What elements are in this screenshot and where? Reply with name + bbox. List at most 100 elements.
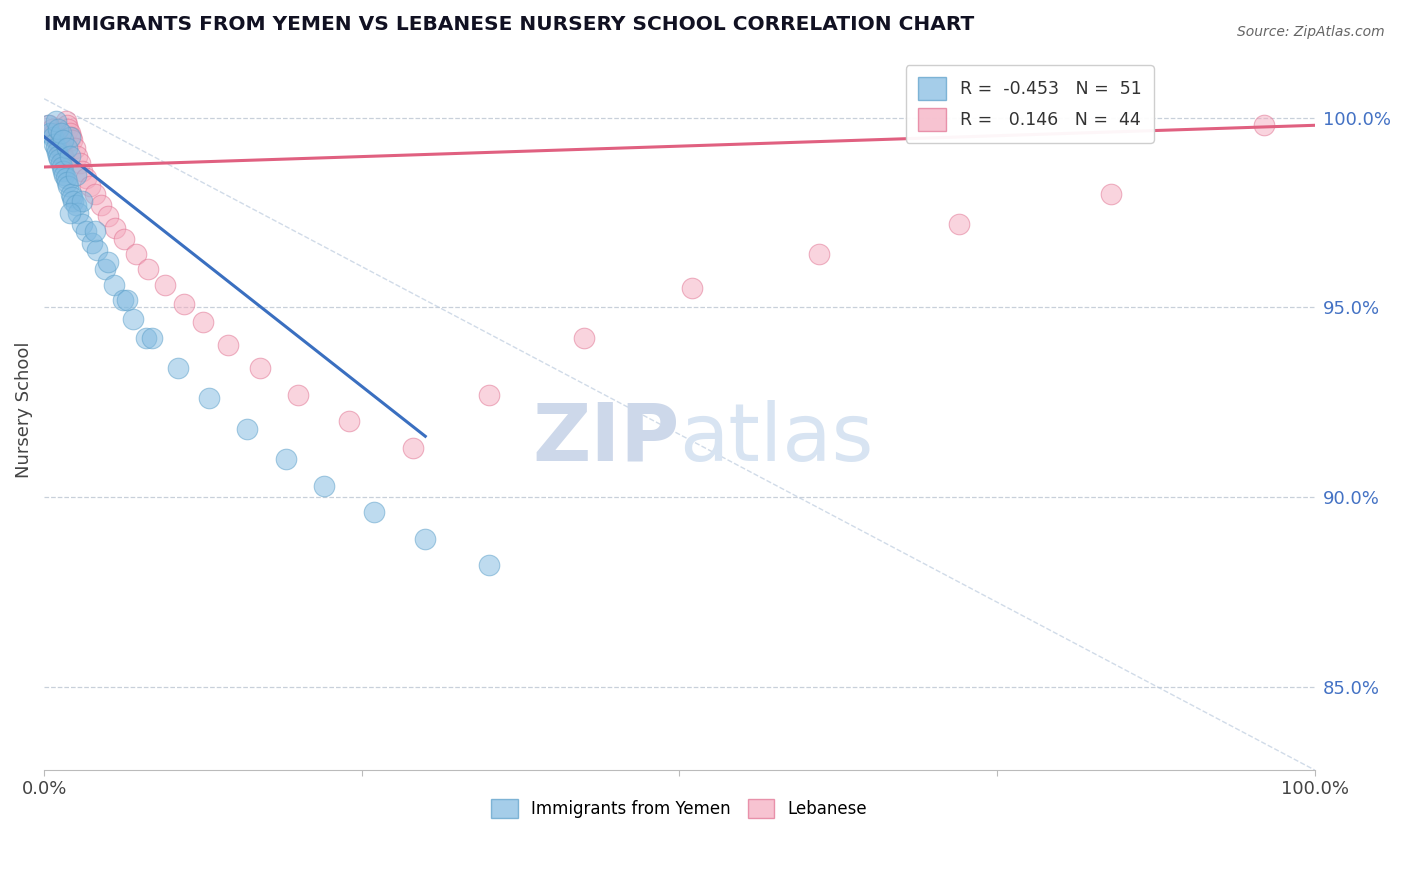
Legend: Immigrants from Yemen, Lebanese: Immigrants from Yemen, Lebanese bbox=[484, 790, 876, 827]
Point bbox=[90, 198, 112, 212]
Point bbox=[82, 235, 104, 250]
Y-axis label: Nursery School: Nursery School bbox=[15, 342, 32, 478]
Text: ZIP: ZIP bbox=[531, 400, 679, 477]
Point bbox=[58, 148, 80, 162]
Point bbox=[478, 558, 501, 573]
Point bbox=[55, 114, 77, 128]
Point bbox=[287, 387, 309, 401]
Point bbox=[249, 361, 271, 376]
Point bbox=[39, 126, 62, 140]
Point bbox=[70, 217, 93, 231]
Text: atlas: atlas bbox=[679, 400, 873, 477]
Point bbox=[38, 118, 60, 132]
Point bbox=[58, 178, 80, 193]
Point bbox=[58, 129, 80, 144]
Point bbox=[79, 178, 101, 193]
Point bbox=[104, 220, 127, 235]
Point bbox=[59, 186, 82, 201]
Point bbox=[42, 129, 65, 144]
Point bbox=[67, 205, 90, 219]
Point bbox=[52, 133, 75, 147]
Point bbox=[60, 133, 83, 147]
Point bbox=[44, 126, 66, 140]
Point bbox=[401, 441, 423, 455]
Point bbox=[45, 114, 67, 128]
Point bbox=[122, 311, 145, 326]
Point bbox=[37, 118, 59, 132]
Point bbox=[141, 331, 163, 345]
Point bbox=[103, 277, 125, 292]
Point bbox=[45, 133, 67, 147]
Point bbox=[53, 168, 76, 182]
Point bbox=[52, 163, 75, 178]
Point bbox=[97, 255, 120, 269]
Point bbox=[70, 163, 93, 178]
Point bbox=[84, 186, 107, 201]
Point bbox=[136, 262, 159, 277]
Point bbox=[166, 361, 188, 376]
Point bbox=[48, 153, 70, 167]
Point bbox=[572, 331, 595, 345]
Text: Source: ZipAtlas.com: Source: ZipAtlas.com bbox=[1237, 25, 1385, 39]
Point bbox=[60, 190, 83, 204]
Point bbox=[363, 505, 385, 519]
Point bbox=[1099, 186, 1122, 201]
Point bbox=[62, 194, 84, 208]
Point bbox=[49, 141, 72, 155]
Point bbox=[45, 141, 67, 155]
Point bbox=[413, 532, 436, 546]
Point bbox=[115, 293, 138, 307]
Point bbox=[124, 247, 146, 261]
Point bbox=[191, 316, 214, 330]
Point bbox=[97, 209, 120, 223]
Point bbox=[56, 141, 79, 155]
Point bbox=[45, 145, 67, 159]
Point bbox=[52, 148, 75, 162]
Point bbox=[58, 205, 80, 219]
Point bbox=[173, 296, 195, 310]
Point bbox=[808, 247, 831, 261]
Point bbox=[274, 452, 297, 467]
Point bbox=[112, 232, 135, 246]
Point bbox=[236, 422, 259, 436]
Point bbox=[948, 217, 970, 231]
Point bbox=[58, 122, 80, 136]
Point bbox=[86, 244, 108, 258]
Point bbox=[198, 392, 221, 406]
Point bbox=[66, 148, 89, 162]
Point bbox=[478, 387, 501, 401]
Point bbox=[65, 168, 87, 182]
Text: IMMIGRANTS FROM YEMEN VS LEBANESE NURSERY SCHOOL CORRELATION CHART: IMMIGRANTS FROM YEMEN VS LEBANESE NURSER… bbox=[44, 15, 974, 34]
Point bbox=[46, 148, 69, 162]
Point bbox=[51, 160, 73, 174]
Point bbox=[94, 262, 117, 277]
Point bbox=[153, 277, 176, 292]
Point bbox=[55, 171, 77, 186]
Point bbox=[63, 141, 86, 155]
Point bbox=[49, 126, 72, 140]
Point bbox=[135, 331, 157, 345]
Point bbox=[49, 156, 72, 170]
Point bbox=[1253, 118, 1275, 132]
Point bbox=[681, 281, 703, 295]
Point bbox=[84, 225, 107, 239]
Point bbox=[65, 198, 87, 212]
Point bbox=[217, 338, 239, 352]
Point bbox=[58, 126, 80, 140]
Point bbox=[70, 194, 93, 208]
Point bbox=[45, 129, 67, 144]
Point bbox=[69, 156, 91, 170]
Point bbox=[48, 137, 70, 152]
Point bbox=[46, 122, 69, 136]
Point bbox=[44, 137, 66, 152]
Point bbox=[312, 478, 335, 492]
Point bbox=[111, 293, 134, 307]
Point bbox=[75, 171, 97, 186]
Point bbox=[75, 225, 97, 239]
Point bbox=[56, 175, 79, 189]
Point bbox=[51, 145, 73, 159]
Point bbox=[337, 414, 360, 428]
Point bbox=[53, 153, 76, 167]
Point bbox=[41, 122, 63, 136]
Point bbox=[56, 118, 79, 132]
